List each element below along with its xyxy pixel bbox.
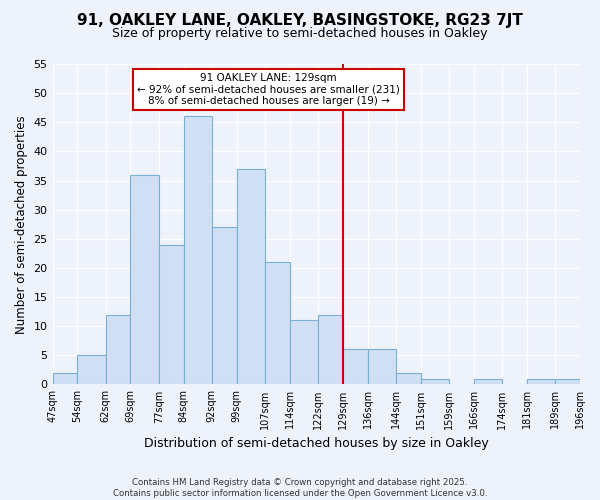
Bar	[555, 378, 580, 384]
Bar	[77, 356, 106, 384]
Bar	[527, 378, 555, 384]
Bar	[474, 378, 502, 384]
Bar	[236, 169, 265, 384]
Text: 91, OAKLEY LANE, OAKLEY, BASINGSTOKE, RG23 7JT: 91, OAKLEY LANE, OAKLEY, BASINGSTOKE, RG…	[77, 12, 523, 28]
Bar	[265, 262, 290, 384]
Text: Size of property relative to semi-detached houses in Oakley: Size of property relative to semi-detach…	[112, 28, 488, 40]
Y-axis label: Number of semi-detached properties: Number of semi-detached properties	[15, 115, 28, 334]
Bar	[318, 314, 343, 384]
Bar	[212, 227, 236, 384]
Bar	[106, 314, 130, 384]
Bar	[159, 244, 184, 384]
Bar	[53, 373, 77, 384]
X-axis label: Distribution of semi-detached houses by size in Oakley: Distribution of semi-detached houses by …	[144, 437, 488, 450]
Text: 91 OAKLEY LANE: 129sqm
← 92% of semi-detached houses are smaller (231)
8% of sem: 91 OAKLEY LANE: 129sqm ← 92% of semi-det…	[137, 72, 400, 106]
Bar	[396, 373, 421, 384]
Text: Contains HM Land Registry data © Crown copyright and database right 2025.
Contai: Contains HM Land Registry data © Crown c…	[113, 478, 487, 498]
Bar	[368, 350, 396, 384]
Bar	[290, 320, 318, 384]
Bar	[421, 378, 449, 384]
Bar	[184, 116, 212, 384]
Bar	[343, 350, 368, 384]
Bar	[130, 174, 159, 384]
